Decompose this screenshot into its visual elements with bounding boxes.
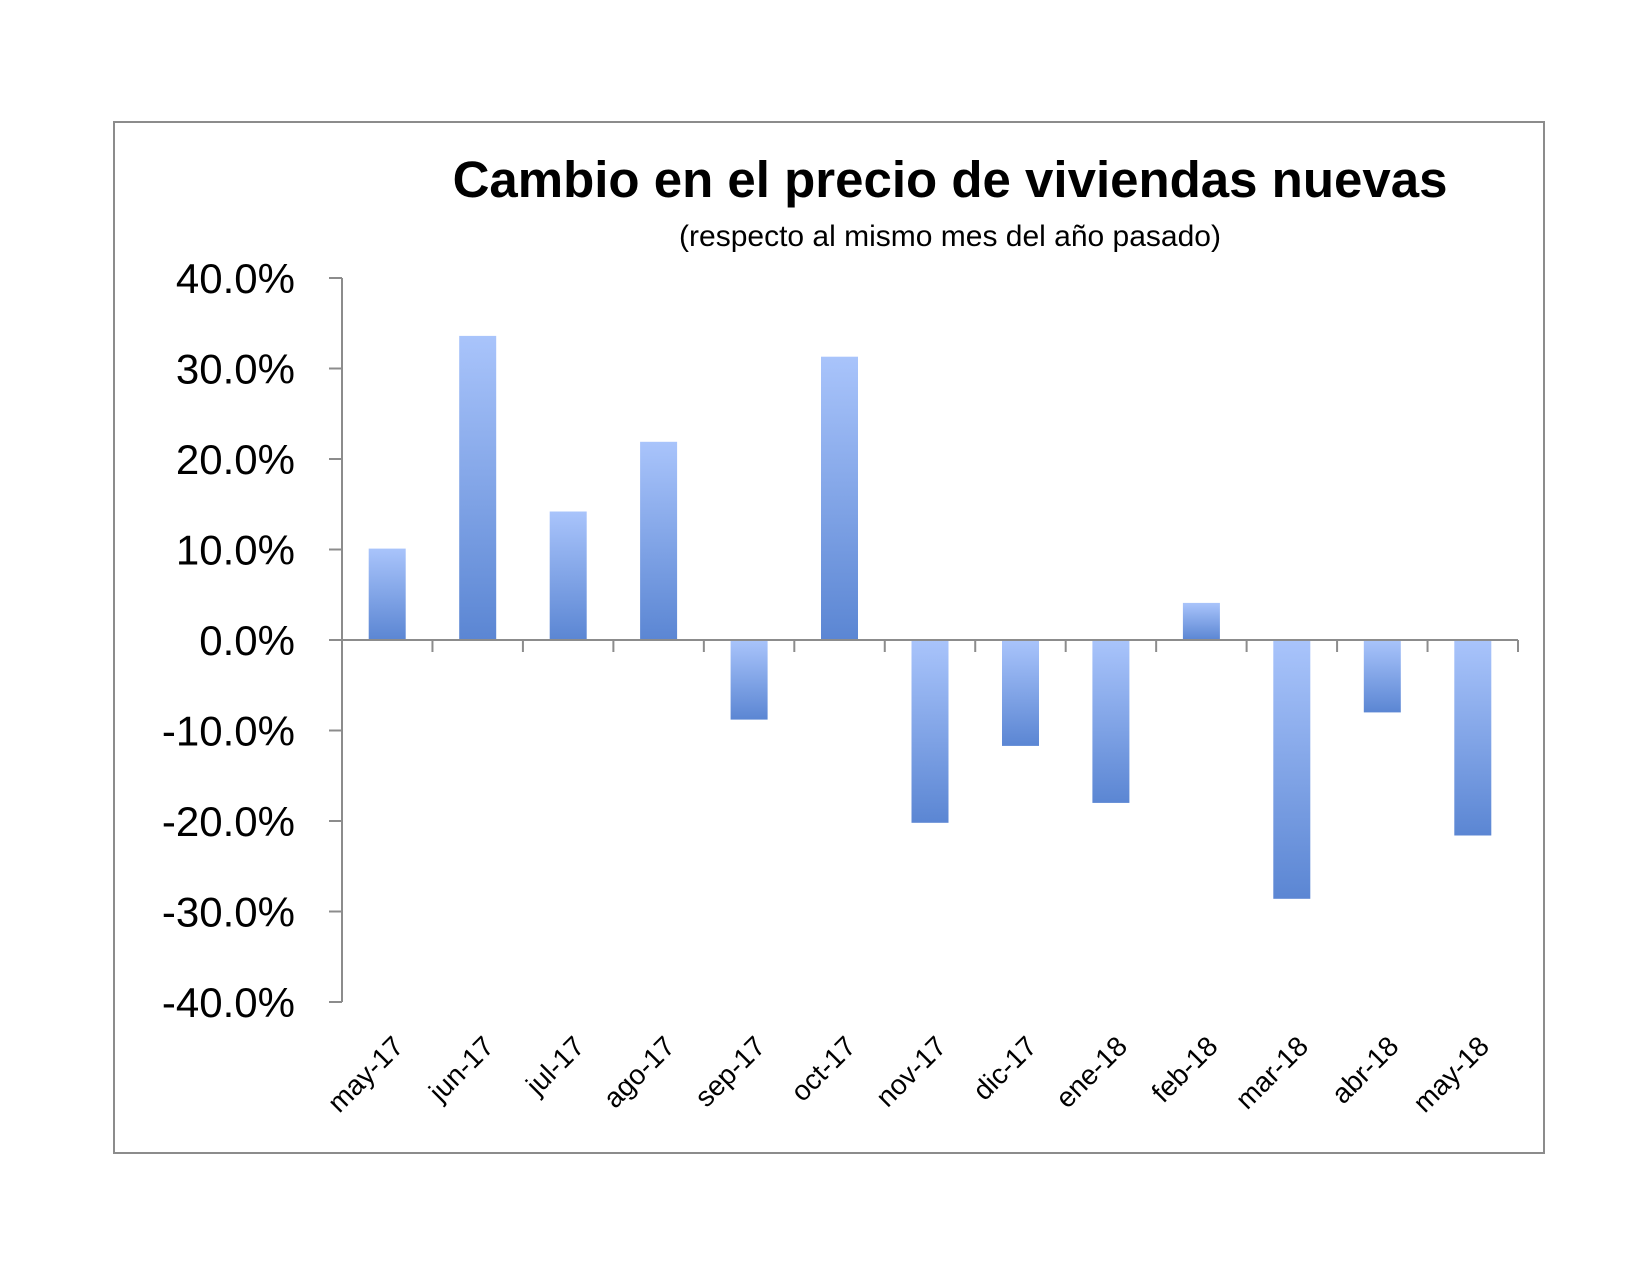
x-tick-label: dic-17	[967, 1030, 1043, 1106]
chart-subtitle: (respecto al mismo mes del año pasado)	[679, 220, 1221, 253]
bar-jun-17	[459, 335, 497, 640]
y-tick-label: -20.0%	[162, 798, 295, 845]
bar-feb-18	[1182, 602, 1220, 640]
x-tick-label: jun-17	[422, 1030, 500, 1108]
y-tick-label: 10.0%	[176, 527, 295, 574]
y-axis-ticks: 40.0% 30.0% 20.0% 10.0% 0.0% -10.0% -20.0% -30.…	[162, 255, 342, 1026]
bar-sep-17	[730, 640, 768, 720]
bar-ene-18	[1092, 640, 1130, 803]
x-tick-label: jul-17	[519, 1030, 590, 1101]
chart-title: Cambio en el precio de viviendas nuevas	[452, 151, 1448, 208]
x-tick-label: sep-17	[689, 1030, 771, 1112]
x-tick-label: abr-18	[1325, 1030, 1404, 1109]
y-tick-label: 40.0%	[176, 255, 295, 302]
bar-nov-17	[911, 640, 949, 823]
x-tick-label: oct-17	[785, 1030, 862, 1107]
axes-group	[341, 278, 1518, 1002]
bar-may-18	[1454, 640, 1492, 836]
bar-oct-17	[821, 356, 858, 640]
y-tick-label: -10.0%	[162, 708, 295, 755]
y-tick-label: 20.0%	[176, 436, 295, 483]
x-tick-label: may-17	[322, 1030, 410, 1118]
bar-jul-17	[549, 511, 587, 640]
bars-group	[368, 335, 1492, 899]
y-tick-label: -30.0%	[162, 889, 295, 936]
x-tick-label: ene-18	[1050, 1030, 1134, 1114]
y-tick-label: 30.0%	[176, 346, 295, 393]
x-tick-label: mar-18	[1229, 1030, 1314, 1115]
x-tick-label: feb-18	[1146, 1030, 1224, 1108]
bar-may-17	[368, 548, 406, 640]
bar-mar-18	[1273, 640, 1311, 899]
x-tick-label: nov-17	[870, 1030, 952, 1112]
bar-abr-18	[1363, 640, 1401, 713]
x-tick-label: ago-17	[597, 1030, 681, 1114]
x-tick-label: may-18	[1407, 1030, 1495, 1118]
bar-ago-17	[640, 441, 678, 640]
y-tick-label: 0.0%	[199, 617, 295, 664]
y-tick-label: -40.0%	[162, 979, 295, 1026]
bar-dic-17	[1002, 640, 1039, 746]
